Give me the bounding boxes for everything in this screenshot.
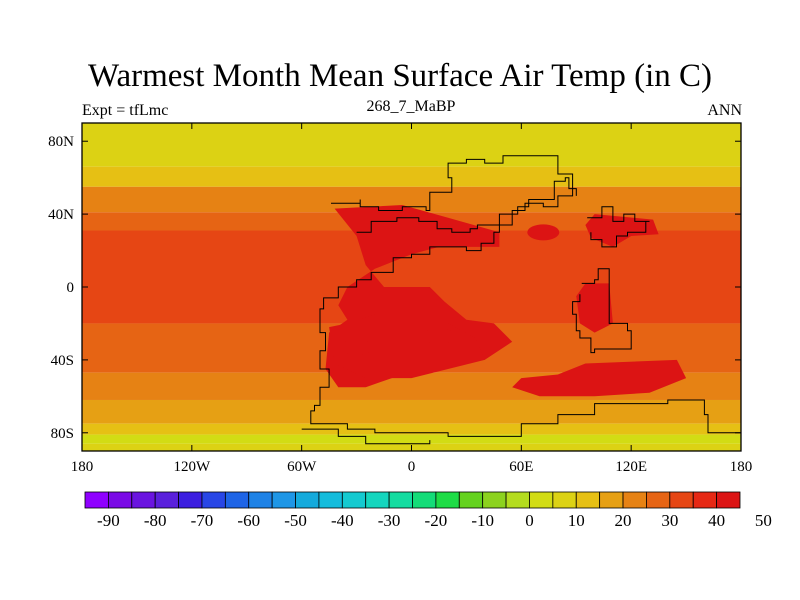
coastline-3 bbox=[587, 206, 650, 248]
colorbar-label-11: 20 bbox=[615, 511, 632, 530]
colorbar-swatch-12 bbox=[365, 491, 390, 509]
x-tick-label-5: 120E bbox=[615, 459, 647, 475]
colorbar-label-5: -40 bbox=[331, 511, 354, 530]
x-tick-label-4: 60E bbox=[509, 459, 533, 475]
colorbar-swatch-1 bbox=[107, 491, 133, 509]
coastline-0 bbox=[310, 155, 741, 437]
colorbar-label-6: -30 bbox=[378, 511, 401, 530]
x-tick-label-1: 120W bbox=[173, 459, 211, 475]
axis-ticks: 180 120W 60W 0 60E 120E 180 80N 40N 0 40S 80S bbox=[48, 123, 752, 475]
temp-band-9 bbox=[82, 434, 741, 444]
colorbar-label-3: -60 bbox=[237, 511, 260, 530]
warm-region-4 bbox=[576, 283, 613, 333]
coastline-2 bbox=[572, 268, 632, 354]
colorbar-swatch-9 bbox=[295, 491, 320, 509]
colorbar-swatch-19 bbox=[529, 491, 554, 509]
colorbar-swatch-11 bbox=[341, 491, 367, 509]
colorbar-label-10: 10 bbox=[568, 511, 585, 530]
colorbar-label-7: -20 bbox=[425, 511, 448, 530]
colorbar-swatch-14 bbox=[412, 491, 437, 509]
warm-region-2 bbox=[512, 359, 687, 397]
colorbar-swatch-2 bbox=[131, 491, 156, 509]
y-tick-label-1: 40N bbox=[48, 207, 74, 223]
period-label: 268_7_MaBP bbox=[366, 98, 456, 115]
colorbar-swatch-4 bbox=[178, 491, 203, 509]
y-tick-label-2: 0 bbox=[67, 280, 75, 296]
colorbar-label-12: 30 bbox=[661, 511, 678, 530]
colorbar-swatch-7 bbox=[248, 491, 273, 509]
chart-title: Warmest Month Mean Surface Air Temp (in … bbox=[87, 58, 713, 94]
y-tick-label-0: 80N bbox=[48, 134, 74, 150]
colorbar-swatch-20 bbox=[552, 491, 577, 509]
colorbar-swatch-25 bbox=[669, 491, 694, 509]
warm-region-3 bbox=[585, 214, 659, 247]
colorbar-swatch-6 bbox=[224, 491, 250, 509]
experiment-label: Expt = tfLmc bbox=[82, 102, 169, 119]
y-tick-label-4: 80S bbox=[51, 426, 74, 442]
temp-band-0 bbox=[82, 123, 741, 167]
x-tick-label-2: 60W bbox=[287, 459, 317, 475]
coastline-1 bbox=[356, 177, 577, 233]
coastline-4 bbox=[301, 428, 431, 445]
colorbar-swatch-16 bbox=[458, 491, 484, 509]
hot-spot-0 bbox=[340, 339, 373, 356]
colorbar-swatch-10 bbox=[318, 491, 343, 509]
colorbar-swatch-22 bbox=[599, 491, 624, 509]
y-tick-label-3: 40S bbox=[51, 353, 74, 369]
colorbar-swatch-0 bbox=[84, 491, 109, 509]
colorbar-swatch-13 bbox=[388, 491, 413, 509]
colorbar-swatch-21 bbox=[575, 491, 601, 509]
colorbar-swatch-3 bbox=[154, 491, 179, 509]
x-tick-label-0: 180 bbox=[71, 459, 94, 475]
colorbar-swatch-17 bbox=[482, 491, 507, 509]
colorbar-swatch-24 bbox=[646, 491, 671, 509]
colorbar-swatch-8 bbox=[271, 491, 296, 509]
season-label: ANN bbox=[707, 102, 742, 119]
colorbar-swatch-5 bbox=[201, 491, 226, 509]
colorbar-label-4: -50 bbox=[284, 511, 307, 530]
colorbar-swatch-18 bbox=[505, 491, 530, 509]
temp-band-8 bbox=[82, 423, 741, 435]
colorbar-swatch-23 bbox=[622, 491, 647, 509]
colorbar-label-8: -10 bbox=[471, 511, 494, 530]
x-tick-label-6: 180 bbox=[730, 459, 753, 475]
x-tick-label-3: 0 bbox=[408, 459, 416, 475]
hot-spot-2 bbox=[527, 224, 560, 241]
colorbar-swatch-15 bbox=[435, 491, 460, 509]
colorbar-label-13: 40 bbox=[708, 511, 725, 530]
temp-band-7 bbox=[82, 399, 741, 424]
colorbar-swatch-27 bbox=[716, 491, 741, 509]
colorbar-label-14: 50 bbox=[755, 511, 772, 530]
colorbar: -90 -80 -70 -60 -50 -40 -30 -20 -10 0 10 20 30 40 50 bbox=[84, 491, 772, 530]
hot-spot-1 bbox=[422, 328, 455, 345]
colorbar-label-0: -90 bbox=[97, 511, 120, 530]
colorbar-label-2: -70 bbox=[191, 511, 214, 530]
temp-band-1 bbox=[82, 166, 741, 187]
colorbar-swatch-26 bbox=[692, 491, 718, 509]
colorbar-label-9: 0 bbox=[525, 511, 534, 530]
plot-area bbox=[82, 123, 741, 451]
colorbar-label-1: -80 bbox=[144, 511, 167, 530]
